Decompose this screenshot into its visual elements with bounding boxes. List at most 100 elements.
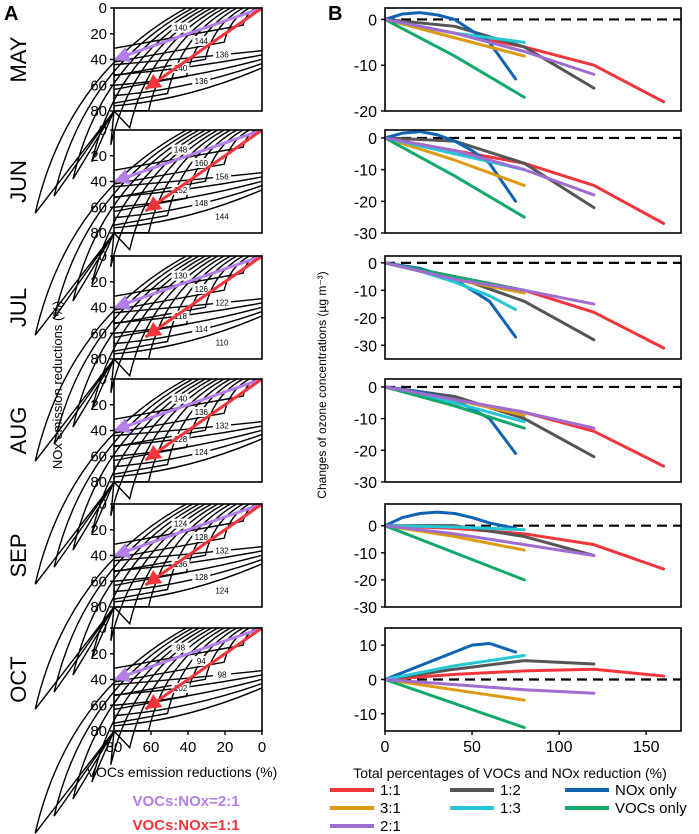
series-line-1-2 [383, 659, 596, 681]
isopleth-panel-may: 140 144 136 140 136 0 20 40 60 80 MAY [6, 0, 263, 214]
y-tick-label: -30 [354, 600, 377, 617]
contour-line [113, 433, 263, 468]
contour-label: 128 [195, 573, 209, 582]
reduction-arrow-line [113, 626, 263, 681]
contour-label: 128 [195, 533, 209, 542]
series-line-1-1 [383, 261, 666, 350]
line-legend: 1:1 1:2 NOx only 3:1 1:3 VOCs only 2:1 [330, 782, 687, 834]
reduction-arrow-line [144, 502, 263, 587]
reduction-arrow-line [144, 128, 263, 213]
y-tick-label: -30 [354, 475, 377, 492]
month-label: JUL [6, 288, 31, 327]
y-tick-label: 0 [99, 496, 107, 513]
contour-line [113, 378, 219, 501]
y-tick-label: 40 [90, 300, 107, 317]
contour-label: 136 [215, 50, 229, 59]
contour-line [113, 429, 263, 457]
contour-line [113, 129, 257, 172]
contour-line [113, 255, 231, 352]
y-tick-label: 40 [90, 174, 107, 191]
series-line-3-1 [383, 136, 526, 187]
reduction-arrow-line [113, 377, 263, 432]
y-tick-label: -20 [354, 104, 377, 121]
contour-label: 148 [174, 146, 188, 155]
contour-line [113, 627, 250, 683]
x-tick-label: 60 [143, 739, 160, 756]
y-tick-label: 40 [90, 423, 107, 440]
contour-label-bg [192, 158, 211, 169]
reduction-arrow-head [114, 169, 131, 185]
panel-label-b: B [328, 3, 342, 25]
contour-label-bg [192, 532, 211, 543]
contour-line [91, 378, 206, 534]
panel-frame [384, 7, 682, 112]
contour-label: 98 [218, 670, 227, 679]
contour-label: 136 [195, 77, 209, 86]
contour-line [113, 503, 250, 559]
ozone-panel-may: 0 -10 -20 [354, 7, 682, 121]
contour-label: 110 [216, 339, 229, 348]
contour-line [113, 67, 263, 107]
contour-label-bg [171, 270, 190, 281]
contour-label-bg [192, 36, 211, 47]
y-tick-label: 10 [359, 638, 377, 655]
y-tick-label: 60 [90, 448, 107, 465]
contour-line [113, 378, 225, 483]
series-line-nox-only [383, 641, 518, 681]
ozone-panel-sep: 0 -10 -20 -30 [354, 503, 682, 617]
series-line-1-3 [383, 524, 526, 532]
contour-label: 124 [174, 520, 188, 529]
y-tick-label: 40 [90, 52, 107, 69]
series-line-2-1 [383, 136, 596, 197]
reduction-arrow-head [114, 543, 131, 559]
legend-label: VOCs only [615, 800, 687, 817]
x-tick-label: 150 [633, 739, 660, 756]
contour-line [113, 184, 263, 219]
reduction-arrow-line [113, 6, 263, 61]
contour-label-bg [192, 76, 211, 87]
month-label: AUG [6, 407, 31, 455]
x-tick-label: 40 [180, 739, 197, 756]
contour-line [113, 627, 219, 750]
contour-label-bg [192, 284, 211, 295]
contour-line [113, 554, 263, 582]
month-label: MAY [6, 36, 31, 82]
reduction-arrow-line [144, 254, 263, 339]
month-label: OCT [6, 656, 31, 702]
contour-line [113, 58, 263, 86]
contour-label-bg [171, 393, 190, 404]
contour-label: 130 [174, 272, 188, 281]
contour-line [113, 503, 257, 546]
reduction-arrow-head [114, 295, 131, 311]
y-tick-label: 20 [90, 274, 107, 291]
contour-label-bg [213, 669, 232, 680]
y-tick-label: 0 [368, 380, 377, 397]
contour-line [53, 378, 194, 568]
contour-label-bg [171, 310, 190, 321]
panel-frame [384, 255, 682, 360]
contour-line [113, 627, 225, 732]
contour-line [113, 255, 250, 311]
contour-line [91, 627, 206, 783]
series-line-2-1 [383, 261, 596, 306]
series-line-3-1 [383, 678, 526, 702]
contour-line [113, 378, 244, 448]
y-tick-label: 20 [90, 26, 107, 43]
contour-line [91, 129, 206, 285]
contour-line [113, 129, 250, 185]
contour-label: 140 [174, 395, 188, 404]
ozone-change-panels: 0-10-200-10-20-300-10-20-300-10-20-300-1… [354, 7, 682, 756]
y-tick-label: 60 [90, 199, 107, 216]
isopleth-panel-jul: 130 126 122 118 114 110 0 20 40 60 80 JUL [6, 248, 263, 462]
ozone-panel-aug: 0 -10 -20 -30 [354, 378, 682, 492]
x-tick-label: 0 [381, 739, 390, 756]
reduction-arrow-head [114, 47, 131, 63]
contour-line [113, 503, 225, 608]
month-label: SEP [6, 533, 31, 577]
contour-line [113, 189, 263, 229]
y-tick-label: -10 [354, 546, 377, 563]
reduction-arrow-line [113, 254, 263, 309]
contour-label-bg [171, 682, 190, 693]
y-tick-label: 80 [90, 723, 107, 740]
contour-label-bg [192, 324, 211, 335]
